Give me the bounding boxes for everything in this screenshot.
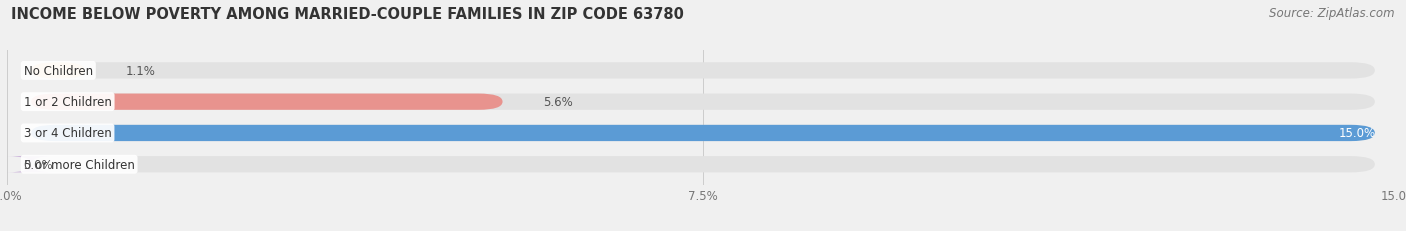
Text: 3 or 4 Children: 3 or 4 Children [24,127,111,140]
FancyBboxPatch shape [31,94,1375,110]
FancyBboxPatch shape [31,156,1375,173]
Text: 5.6%: 5.6% [543,96,574,109]
Text: 0.0%: 0.0% [24,158,53,171]
FancyBboxPatch shape [7,156,55,173]
Text: 1.1%: 1.1% [125,65,156,78]
FancyBboxPatch shape [31,63,84,79]
Text: 1 or 2 Children: 1 or 2 Children [24,96,111,109]
Text: 15.0%: 15.0% [1339,127,1375,140]
FancyBboxPatch shape [31,125,1375,142]
Text: INCOME BELOW POVERTY AMONG MARRIED-COUPLE FAMILIES IN ZIP CODE 63780: INCOME BELOW POVERTY AMONG MARRIED-COUPL… [11,7,685,22]
FancyBboxPatch shape [31,125,1375,142]
Text: No Children: No Children [24,65,93,78]
FancyBboxPatch shape [31,94,502,110]
FancyBboxPatch shape [31,63,1375,79]
Text: Source: ZipAtlas.com: Source: ZipAtlas.com [1270,7,1395,20]
Text: 5 or more Children: 5 or more Children [24,158,135,171]
